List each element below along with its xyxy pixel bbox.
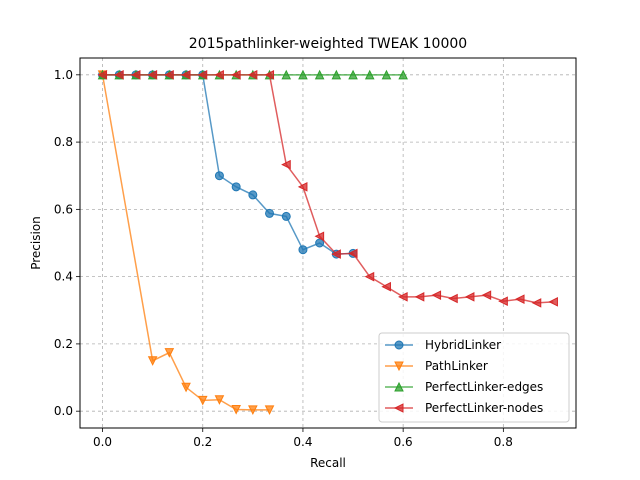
perfectlinker-nodes-point bbox=[448, 293, 458, 304]
legend-label: HybridLinker bbox=[425, 338, 501, 352]
series-perfectlinker-nodes bbox=[97, 70, 558, 308]
perfectlinker-nodes-point bbox=[214, 70, 224, 80]
legend-marker bbox=[394, 340, 404, 350]
x-tick-label: 0.2 bbox=[193, 435, 212, 449]
perfectlinker-edges-point bbox=[348, 69, 358, 80]
x-tick-label: 0.4 bbox=[293, 435, 312, 449]
pathlinker-point bbox=[214, 395, 225, 405]
legend-marker bbox=[393, 403, 404, 413]
perfectlinker-nodes-point bbox=[180, 70, 191, 80]
perfectlinker-nodes-line bbox=[102, 74, 554, 304]
y-axis-label: Precision bbox=[29, 216, 43, 270]
perfectlinker-nodes-point bbox=[147, 70, 158, 80]
legend-box bbox=[378, 332, 570, 423]
perfectlinker-nodes-point bbox=[347, 248, 358, 259]
perfectlinker-nodes-point bbox=[114, 70, 124, 80]
perfectlinker-nodes-point bbox=[130, 70, 141, 80]
perfectlinker-nodes-point bbox=[331, 249, 341, 259]
perfectlinker-nodes-point bbox=[431, 290, 442, 300]
pathlinker-point bbox=[197, 395, 208, 406]
y-tick-label: 1.0 bbox=[54, 68, 73, 82]
x-tick-label: 0.8 bbox=[494, 435, 513, 449]
perfectlinker-nodes-point bbox=[364, 271, 375, 282]
ticks: 0.0 0.2 0.4 0.6 0.8 0.0 0.2 0.4 0.6 0.8 1.0 bbox=[54, 68, 513, 449]
perfectlinker-nodes-point bbox=[264, 70, 275, 80]
legend-label: PerfectLinker-edges bbox=[425, 380, 543, 394]
hybridlinker-point bbox=[214, 171, 224, 181]
legend: HybridLinker PathLinker PerfectLinker-edge… bbox=[378, 332, 570, 423]
perfectlinker-edges-point bbox=[381, 69, 392, 80]
perfectlinker-nodes-point bbox=[231, 70, 241, 80]
hybridlinker-point bbox=[281, 211, 291, 221]
hybridlinker-point bbox=[231, 182, 241, 192]
legend-item-pathlinker: PathLinker bbox=[385, 359, 488, 373]
perfectlinker-nodes-point bbox=[481, 290, 492, 300]
perfectlinker-nodes-point bbox=[381, 281, 391, 292]
perfectlinker-nodes-point bbox=[297, 182, 308, 192]
hybridlinker-point bbox=[315, 238, 325, 248]
pathlinker-point bbox=[264, 405, 275, 415]
series-pathlinker bbox=[97, 70, 275, 415]
perfectlinker-nodes-point bbox=[247, 70, 258, 80]
chart-title: 2015pathlinker-weighted TWEAK 10000 bbox=[189, 36, 467, 52]
perfectlinker-nodes-point bbox=[548, 297, 558, 307]
legend-marker bbox=[394, 361, 404, 372]
perfectlinker-nodes-point bbox=[531, 298, 542, 308]
hybridlinker-point bbox=[265, 208, 275, 218]
legend-marker bbox=[394, 381, 404, 392]
pathlinker-point bbox=[231, 405, 241, 415]
pathlinker-line bbox=[101, 74, 270, 411]
hybridlinker-line bbox=[102, 74, 354, 255]
x-axis-label: Recall bbox=[310, 456, 346, 470]
legend-label: PerfectLinker-nodes bbox=[425, 401, 543, 415]
perfectlinker-nodes-point bbox=[514, 294, 525, 304]
y-tick-label: 0.0 bbox=[54, 404, 73, 418]
hybridlinker-point bbox=[298, 245, 308, 255]
perfectlinker-nodes-point bbox=[414, 292, 425, 302]
perfectlinker-edges-point bbox=[331, 69, 342, 80]
perfectlinker-nodes-point bbox=[97, 70, 108, 80]
perfectlinker-nodes-point bbox=[314, 231, 325, 242]
legend-label: PathLinker bbox=[425, 359, 488, 373]
legend-item-hybridlinker: HybridLinker bbox=[385, 338, 501, 352]
perfectlinker-nodes-point bbox=[197, 70, 208, 80]
y-tick-label: 0.2 bbox=[54, 337, 73, 351]
pathlinker-point bbox=[164, 348, 175, 358]
perfectlinker-nodes-point bbox=[398, 292, 408, 302]
series-layer bbox=[97, 69, 558, 415]
y-tick-label: 0.6 bbox=[54, 202, 73, 216]
legend-item-perfectlinker-nodes: PerfectLinker-nodes bbox=[385, 401, 543, 415]
perfectlinker-nodes-point bbox=[281, 159, 291, 170]
perfectlinker-edges-point bbox=[281, 69, 292, 80]
x-tick-label: 0.6 bbox=[394, 435, 413, 449]
y-tick-label: 0.4 bbox=[54, 270, 73, 284]
pathlinker-point bbox=[181, 382, 191, 393]
perfectlinker-nodes-point bbox=[464, 292, 475, 302]
pathlinker-point bbox=[147, 356, 158, 366]
hybridlinker-point bbox=[248, 190, 258, 200]
pathlinker-point bbox=[248, 405, 258, 415]
perfectlinker-edges-point bbox=[314, 69, 325, 80]
y-tick-label: 0.8 bbox=[54, 135, 73, 149]
perfectlinker-edges-point bbox=[298, 69, 308, 80]
legend-item-perfectlinker-edges: PerfectLinker-edges bbox=[385, 380, 543, 394]
x-tick-label: 0.0 bbox=[93, 435, 112, 449]
perfectlinker-edges-point bbox=[398, 69, 408, 80]
perfectlinker-nodes-point bbox=[498, 296, 508, 306]
perfectlinker-edges-point bbox=[364, 69, 375, 80]
perfectlinker-nodes-point bbox=[164, 70, 174, 80]
plot-frame bbox=[79, 57, 577, 429]
